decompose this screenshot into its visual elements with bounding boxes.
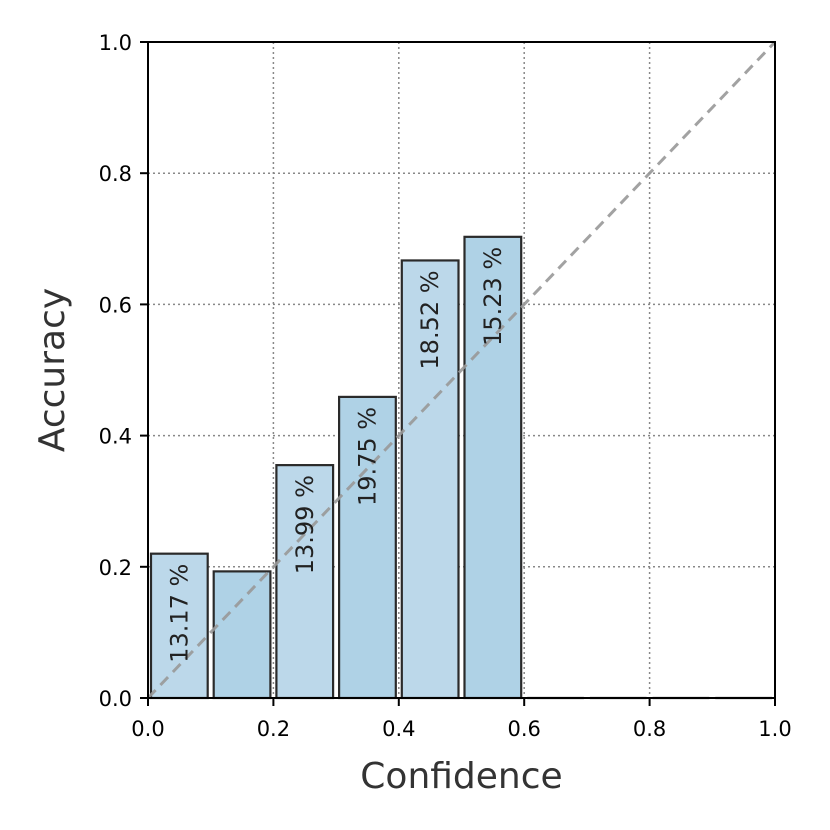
bar-percentage-label: 18.52 % xyxy=(416,270,444,369)
plot-frame xyxy=(147,41,776,699)
bar xyxy=(212,570,272,700)
bars xyxy=(149,235,772,700)
x-tick-label: 0.4 xyxy=(382,717,415,741)
x-tick-label: 0.6 xyxy=(507,717,540,741)
bar-percentage-label: 15.23 % xyxy=(479,247,507,346)
bar-labels: 13.17 % 13.99 % 19.75 % 18.52 % 15.23 % xyxy=(165,247,507,663)
y-tick-label: 0.4 xyxy=(99,425,132,449)
y-tick-label: 1.0 xyxy=(99,31,132,55)
ticks: 0.0 0.2 0.4 0.6 0.8 1.0 0.0 0.2 0.4 0.6 0.8 1.0 xyxy=(99,31,792,741)
y-tick-label: 0.2 xyxy=(99,556,132,580)
y-tick-label: 0.6 xyxy=(99,293,132,317)
x-tick-label: 0.8 xyxy=(633,717,666,741)
y-axis-label: Accuracy xyxy=(32,288,73,452)
bar-percentage-label: 19.75 % xyxy=(353,407,381,506)
x-axis-label: Confidence xyxy=(360,756,562,797)
bar xyxy=(463,235,523,700)
x-tick-label: 0.2 xyxy=(257,717,290,741)
bar xyxy=(275,464,335,700)
bar-percentage-label: 13.17 % xyxy=(165,564,193,663)
bar xyxy=(149,552,209,700)
y-tick-label: 0.0 xyxy=(99,687,132,711)
bar-percentage-label: 13.99 % xyxy=(291,475,319,574)
x-tick-label: 0.0 xyxy=(131,717,164,741)
bar xyxy=(400,259,460,700)
perfect-calibration-line xyxy=(146,40,777,700)
x-tick-label: 1.0 xyxy=(758,717,791,741)
y-tick-label: 0.8 xyxy=(99,162,132,186)
